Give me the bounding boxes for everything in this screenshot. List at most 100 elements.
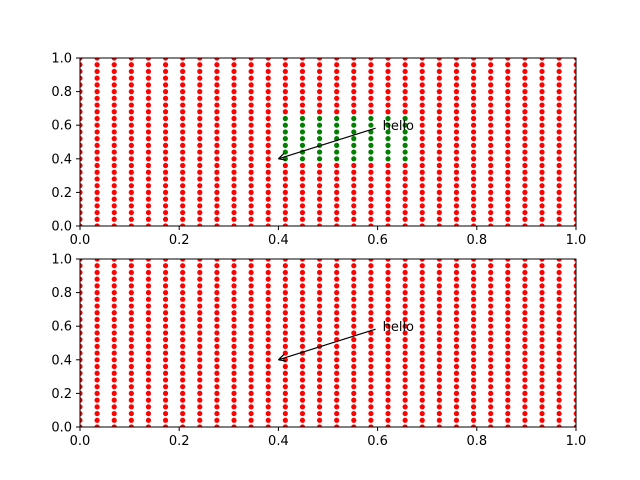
scatter-point: [436, 156, 442, 162]
scatter-point: [385, 404, 391, 410]
scatter-point: [351, 183, 357, 189]
scatter-point: [522, 216, 528, 222]
scatter-point: [94, 370, 100, 376]
scatter-point: [145, 283, 152, 289]
scatter-point: [231, 169, 237, 175]
scatter-point: [556, 209, 562, 216]
scatter-point: [80, 109, 83, 115]
scatter-point: [94, 283, 100, 289]
scatter-point: [385, 269, 391, 276]
scatter-point: [128, 183, 134, 189]
scatter-point: [80, 169, 83, 175]
scatter-point: [162, 183, 169, 189]
scatter-point: [556, 82, 562, 88]
scatter-point: [402, 390, 408, 396]
scatter-point: [162, 58, 169, 61]
scatter-point: [265, 176, 271, 182]
scatter-point: [162, 323, 169, 329]
scatter-point: [214, 122, 220, 128]
scatter-point: [505, 189, 511, 195]
scatter-point: [556, 203, 562, 209]
scatter-point: [522, 269, 528, 276]
scatter-point: [248, 343, 254, 349]
scatter-point: [248, 357, 254, 363]
scatter-point: [128, 176, 134, 182]
scatter-point: [299, 269, 306, 276]
scatter-point: [214, 283, 220, 289]
scatter-point: [385, 122, 391, 128]
scatter-point: [248, 290, 254, 296]
scatter-point: [351, 259, 357, 262]
scatter-point: [556, 350, 562, 356]
scatter-point: [299, 384, 306, 390]
scatter-point: [505, 410, 511, 417]
scatter-point: [419, 115, 425, 122]
scatter-point: [539, 183, 545, 189]
scatter-point: [214, 343, 220, 349]
scatter-point: [419, 122, 425, 128]
scatter-point: [505, 390, 511, 396]
scatter-point: [94, 397, 100, 403]
scatter-point: [80, 75, 83, 81]
scatter-point: [265, 310, 271, 316]
scatter-point: [470, 216, 477, 222]
scatter-point: [385, 323, 391, 329]
scatter-point: [351, 377, 357, 383]
scatter-point: [180, 149, 186, 155]
scatter-point: [231, 343, 237, 349]
scatter-point: [214, 176, 220, 182]
scatter-point: [488, 176, 494, 182]
scatter-point: [419, 189, 425, 195]
scatter-point: [573, 290, 576, 296]
scatter-point: [539, 68, 545, 75]
scatter-point: [453, 196, 460, 202]
scatter-point: [368, 410, 374, 417]
scatter-point: [419, 350, 425, 356]
scatter-point: [162, 316, 169, 323]
scatter-point: [436, 89, 442, 95]
scatter-point: [351, 109, 357, 115]
scatter-point: [368, 75, 374, 81]
scatter-point: [488, 58, 494, 61]
scatter-point: [231, 102, 237, 108]
scatter-point: [488, 263, 494, 269]
scatter-point: [505, 162, 511, 169]
scatter-point: [162, 75, 169, 81]
scatter-point: [80, 363, 83, 370]
scatter-point: [556, 115, 562, 122]
scatter-point: [556, 263, 562, 269]
scatter-point: [128, 269, 134, 276]
scatter-point: [80, 115, 83, 122]
scatter-point: [145, 410, 152, 417]
scatter-point: [111, 323, 117, 329]
scatter-point: [145, 68, 152, 75]
scatter-point: [80, 269, 83, 276]
scatter-point: [505, 58, 511, 61]
scatter-point: [94, 417, 100, 423]
scatter-point: [145, 89, 152, 95]
scatter-point: [248, 263, 254, 269]
scatter-point: [368, 269, 374, 276]
scatter-point: [470, 82, 477, 88]
scatter-point: [436, 410, 442, 417]
scatter-point: [197, 363, 203, 370]
scatter-point: [214, 269, 220, 276]
scatter-point: [162, 122, 169, 128]
scatter-point: [385, 115, 391, 122]
scatter-point: [385, 183, 391, 189]
scatter-point: [351, 384, 357, 390]
scatter-point: [282, 102, 288, 108]
scatter-point: [197, 203, 203, 209]
scatter-point: [111, 384, 117, 390]
scatter-point: [128, 343, 134, 349]
scatter-point: [573, 122, 576, 128]
scatter-point: [265, 122, 271, 128]
scatter-point: [470, 310, 477, 316]
y-tick-label: 0.4: [51, 152, 72, 167]
scatter-point: [248, 68, 254, 75]
scatter-point: [197, 95, 203, 101]
scatter-point: [162, 259, 169, 262]
scatter-point: [505, 156, 511, 162]
scatter-point: [419, 162, 425, 169]
scatter-point: [488, 122, 494, 128]
